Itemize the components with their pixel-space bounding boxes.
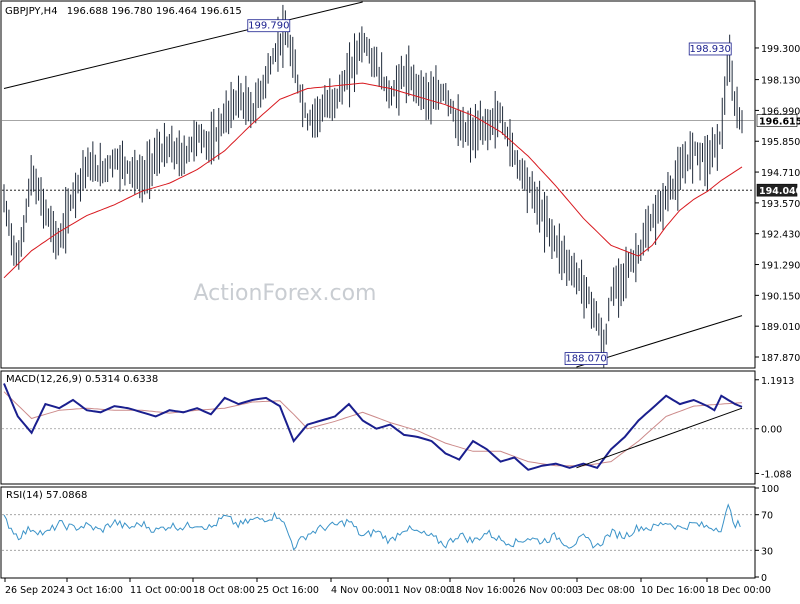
x-axis-label: 25 Oct 16:00 xyxy=(257,585,319,596)
x-axis-label: 3 Oct 16:00 xyxy=(67,585,123,596)
macd-axis-label: 0.00 xyxy=(761,425,782,436)
rsi-axis-label: 70 xyxy=(761,511,773,522)
price-axis-label: 192.430 xyxy=(761,230,800,241)
price-axis-label: 189.010 xyxy=(761,322,800,333)
x-axis-label: 10 Dec 16:00 xyxy=(641,585,705,596)
x-axis-label: 11 Nov 08:00 xyxy=(388,585,452,596)
rsi-axis-label: 0 xyxy=(761,573,767,584)
price-layer: 199.790 198.930 188.070 xyxy=(2,1,754,369)
price-axis-label: 191.290 xyxy=(761,261,800,272)
x-axis-label: 26 Nov 00:00 xyxy=(514,585,578,596)
macd-line xyxy=(3,383,743,471)
price-axis-label: 187.870 xyxy=(761,353,800,364)
macd-panel-frame xyxy=(0,370,756,485)
price-axis-label: 199.300 xyxy=(761,44,800,55)
support-level-label: 194.040 xyxy=(759,186,800,197)
x-axis-label: 18 Dec 00:00 xyxy=(707,585,771,596)
current-price-label: 196.615 xyxy=(759,117,800,128)
symbol-header: GBPJPY,H4 196.688 196.780 196.464 196.61… xyxy=(5,6,242,17)
x-axis-label: 4 Nov 00:00 xyxy=(331,585,389,596)
annotation-label: 198.930 xyxy=(690,44,731,55)
symbol-label: GBPJPY,H4 xyxy=(5,6,58,17)
current-price-tag xyxy=(756,114,798,127)
annotation-box xyxy=(688,42,732,56)
macd-trendline xyxy=(576,407,743,469)
macd-axis-label: 1.1913 xyxy=(761,376,794,387)
price-axis-label: 193.570 xyxy=(761,199,800,210)
macd-layer xyxy=(2,383,754,471)
rsi-line xyxy=(3,503,741,551)
price-axis-label: 190.150 xyxy=(761,291,800,302)
axis-layer: 199.300 198.130 196.990 195.850 194.710 193.5… xyxy=(4,44,800,596)
rsi-layer xyxy=(2,503,754,551)
annotation-box xyxy=(247,19,291,33)
macd-axis-label: -1.088 xyxy=(761,469,792,480)
annotation-label: 188.070 xyxy=(565,354,606,365)
rsi-axis-label: 30 xyxy=(761,546,773,557)
moving-average-line xyxy=(3,82,743,279)
price-panel-frame xyxy=(0,0,756,369)
x-axis-label: 18 Oct 08:00 xyxy=(193,585,255,596)
annotation-label: 199.790 xyxy=(248,21,289,32)
rsi-panel-frame xyxy=(0,486,756,579)
x-axis-label: 3 Dec 08:00 xyxy=(577,585,635,596)
x-axis-label: 11 Oct 00:00 xyxy=(130,585,192,596)
x-axis-label: 18 Nov 16:00 xyxy=(450,585,514,596)
annotation-box xyxy=(564,352,608,365)
price-axis-label: 198.130 xyxy=(761,76,800,87)
x-axis-label: 26 Sep 2024 xyxy=(5,585,65,596)
support-level-tag xyxy=(756,183,798,197)
ohlc-values: 196.688 196.780 196.464 196.615 xyxy=(67,6,242,17)
rsi-axis-label: 100 xyxy=(761,484,779,495)
macd-title: MACD(12,26,9) 0.5314 0.6338 xyxy=(6,374,158,385)
price-axis-label: 195.850 xyxy=(761,137,800,148)
price-trendline-0 xyxy=(3,1,363,90)
price-axis-label: 196.990 xyxy=(761,106,800,117)
price-axis-label: 194.710 xyxy=(761,168,800,179)
macd-signal-line xyxy=(3,391,743,467)
rsi-title: RSI(14) 57.0868 xyxy=(6,490,87,501)
watermark: ActionForex.com xyxy=(194,281,377,306)
